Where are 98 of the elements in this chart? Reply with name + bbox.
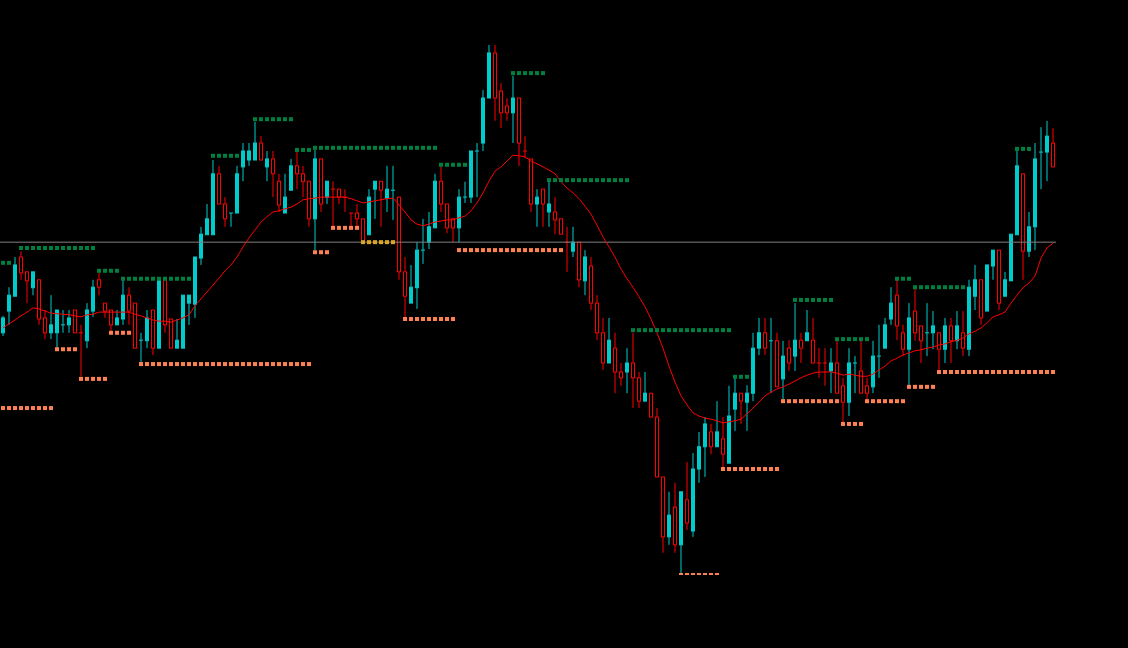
candlestick	[127, 286, 131, 326]
candlestick	[961, 310, 965, 357]
candlestick	[1, 315, 5, 337]
candlestick	[841, 377, 845, 424]
candlestick	[955, 310, 959, 350]
candlestick	[1045, 120, 1049, 182]
candlestick	[19, 250, 23, 281]
candlestick	[871, 340, 875, 394]
candlestick	[967, 279, 971, 357]
candlestick	[763, 317, 767, 356]
candlestick	[91, 279, 95, 318]
candlestick	[757, 317, 761, 356]
candlestick	[895, 279, 899, 341]
candlestick	[1033, 142, 1037, 251]
candlestick	[121, 279, 125, 326]
candlestick	[733, 377, 737, 432]
candlestick	[673, 482, 677, 554]
candlestick	[1039, 126, 1043, 190]
candlestick	[637, 371, 641, 409]
candlestick	[463, 181, 467, 204]
candlestick	[931, 310, 935, 350]
candlestick	[49, 294, 53, 340]
candlestick	[421, 218, 425, 265]
candlestick	[949, 317, 953, 364]
candlestick	[295, 151, 299, 190]
candlestick	[583, 249, 587, 296]
candlestick	[241, 142, 245, 182]
candlestick	[97, 272, 101, 296]
candlestick	[913, 287, 917, 342]
candlestick	[547, 181, 551, 228]
candlestick	[493, 45, 497, 122]
candlestick	[427, 211, 431, 250]
candlestick	[685, 461, 689, 531]
candlestick	[703, 416, 707, 478]
candlestick	[595, 294, 599, 341]
candlestick	[355, 203, 359, 228]
candlestick	[877, 324, 881, 379]
candlestick	[439, 166, 443, 213]
candlestick	[925, 302, 929, 357]
candlestick	[481, 89, 485, 152]
candlestick	[43, 309, 47, 340]
candlestick	[853, 355, 857, 394]
candlestick	[499, 82, 503, 129]
candlestick	[385, 165, 389, 213]
candlestick	[247, 142, 251, 167]
candlestick	[139, 332, 143, 363]
candlestick	[391, 165, 395, 221]
candlestick	[697, 431, 701, 484]
candlestick	[403, 256, 407, 319]
candlestick	[889, 286, 893, 326]
candlestick	[535, 188, 539, 228]
candlestick	[745, 384, 749, 432]
candlestick	[769, 317, 773, 394]
candlestick	[823, 347, 827, 387]
candlestick	[829, 347, 833, 394]
candlestick	[601, 317, 605, 371]
candlestick	[817, 347, 821, 379]
candlestick	[625, 347, 629, 394]
candlestick	[847, 347, 851, 417]
candlestick	[751, 332, 755, 402]
candlestick	[613, 332, 617, 394]
candlestick	[313, 149, 317, 251]
candlestick	[907, 302, 911, 388]
candlestick	[145, 309, 149, 349]
candlestick	[901, 324, 905, 357]
candlestick	[199, 226, 203, 266]
candlestick	[7, 286, 11, 326]
candlestick	[943, 317, 947, 364]
candlestick	[457, 188, 461, 243]
candlestick	[67, 309, 71, 334]
candlestick	[973, 264, 977, 311]
candlestick	[331, 180, 335, 228]
candlestick	[589, 256, 593, 311]
candlestick	[223, 196, 227, 228]
candlestick	[787, 339, 791, 372]
candlestick	[505, 97, 509, 122]
candlestick	[85, 302, 89, 349]
candlestick	[691, 452, 695, 538]
candlestick	[511, 75, 515, 144]
candlestick	[781, 340, 785, 401]
candlestick	[277, 173, 281, 213]
candlestick	[1027, 211, 1031, 258]
candlestick	[619, 362, 623, 387]
candlestick	[709, 423, 713, 455]
candlestick	[667, 491, 671, 546]
candlestick	[265, 150, 269, 182]
candlestick	[571, 226, 575, 258]
candlestick	[271, 150, 275, 198]
candlestick	[301, 165, 305, 198]
candlestick	[61, 309, 65, 334]
candlestick	[79, 324, 83, 378]
candlestick	[631, 332, 635, 409]
candlestick	[799, 332, 803, 364]
candlestick	[415, 241, 419, 310]
candlestick	[865, 377, 869, 401]
candlestick	[793, 302, 797, 372]
candlestick	[553, 196, 557, 235]
candlestick	[475, 142, 479, 198]
